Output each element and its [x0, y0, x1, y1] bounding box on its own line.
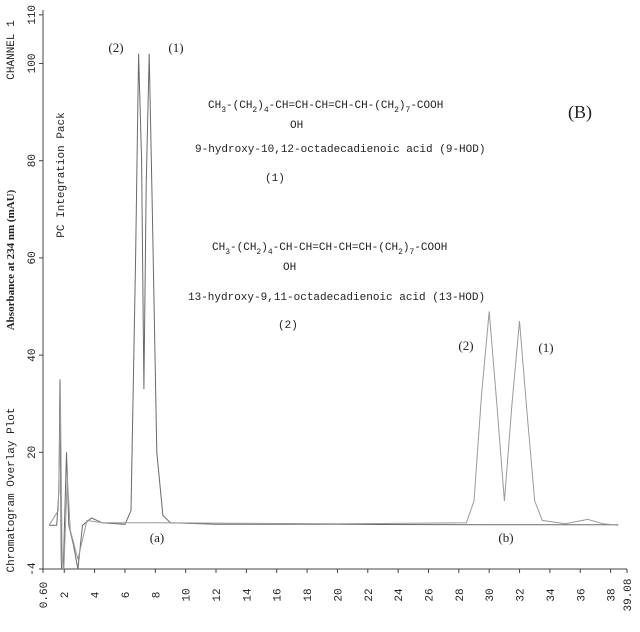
trace-label: (b)	[498, 530, 513, 545]
formula-part: )	[261, 242, 268, 254]
y-tick-label: 100	[27, 54, 39, 74]
x-tick-label: 34	[546, 588, 558, 602]
formula-part: CH	[208, 100, 221, 112]
formula-group: OH	[283, 262, 296, 274]
x-tick-label: 6	[121, 592, 133, 599]
y-tick-label: 20	[27, 446, 39, 459]
x-tick-label: 0.60	[39, 582, 51, 608]
x-tick-label: 4	[91, 591, 103, 598]
subscript: 2	[256, 248, 261, 257]
compound-number: (1)	[265, 173, 285, 185]
formula-text: CH3-(CH2)4-CH=CH-CH=CH-CH-(CH2)7-COOH	[208, 100, 443, 115]
formula-text: CH3-(CH2)4-CH-CH=CH-CH=CH-(CH2)7-COOH	[212, 242, 447, 257]
x-tick-label: 2	[60, 592, 72, 599]
formula-part: CH	[212, 242, 225, 254]
x-tick-label: 14	[242, 588, 254, 602]
compound-name: 9-hydroxy-10,12-octadecadienoic acid (9-…	[195, 144, 485, 156]
x-tick-label: 24	[394, 588, 406, 602]
x-tick-label: 22	[364, 588, 376, 601]
x-tick-label: 16	[273, 588, 285, 601]
y-axis-title: Absorbance at 234 nm (mAU)	[5, 189, 17, 330]
subscript: 2	[394, 106, 399, 115]
x-tick-label: 30	[485, 588, 497, 601]
x-tick-label: 8	[151, 592, 163, 599]
formula-part: )	[399, 100, 406, 112]
x-tick-label: 18	[303, 588, 315, 601]
formula-part: -CH-CH=CH-CH=CH-(CH	[273, 242, 398, 254]
side-label: CHANNEL 1	[6, 20, 18, 80]
formula-group: OH	[290, 120, 303, 132]
formula-part: -COOH	[410, 100, 443, 112]
subscript: 2	[252, 106, 257, 115]
compound-name: 13-hydroxy-9,11-octadecadienoic acid (13…	[188, 292, 485, 304]
y-tick-label: 60	[27, 251, 39, 264]
side-label: Chromatogram Overlay Plot	[6, 407, 18, 572]
y-tick-label: -4	[27, 562, 39, 576]
subscript: 3	[225, 248, 230, 257]
compound-number: (2)	[278, 320, 298, 332]
formula: CH3-(CH2)4-CH-CH=CH-CH=CH-(CH2)7-COOH	[212, 242, 447, 257]
peak-label: (1)	[168, 40, 183, 55]
x-tick-label: 36	[576, 588, 588, 601]
peak-label: (2)	[108, 40, 123, 55]
x-tick-label: 32	[516, 588, 528, 601]
formula-part: )	[257, 100, 264, 112]
x-tick-label: 20	[333, 588, 345, 601]
formula-part: -COOH	[414, 242, 447, 254]
peak-label: (2)	[458, 338, 473, 353]
side-label: PC Integration Pack	[56, 112, 68, 238]
trace	[48, 311, 619, 569]
formula-part: -CH=CH-CH=CH-CH-(CH	[269, 100, 394, 112]
subscript: 4	[264, 106, 269, 115]
subscript: 4	[268, 248, 273, 257]
subscript: 7	[410, 248, 415, 257]
panel-label: (B)	[568, 102, 592, 123]
formula-part: -(CH	[226, 100, 252, 112]
y-tick-label: 40	[27, 349, 39, 362]
x-tick-label: 28	[455, 588, 467, 601]
formula: CH3-(CH2)4-CH=CH-CH=CH-CH-(CH2)7-COOH	[208, 100, 443, 115]
x-tick-label: 12	[212, 588, 224, 601]
subscript: 2	[398, 248, 403, 257]
x-tick-label: 26	[424, 588, 436, 601]
y-tick-label: 80	[27, 154, 39, 167]
subscript: 7	[406, 106, 411, 115]
trace	[49, 53, 619, 569]
subscript: 3	[221, 106, 226, 115]
peak-label: (1)	[538, 340, 553, 355]
x-tick-label: 10	[182, 588, 194, 601]
x-tick-label: 38	[607, 588, 619, 601]
y-tick-label: 110	[27, 5, 39, 25]
formula-part: )	[403, 242, 410, 254]
formula-part: -(CH	[230, 242, 256, 254]
trace-label: (a)	[150, 530, 164, 545]
x-tick-label: 39.08	[623, 578, 635, 611]
